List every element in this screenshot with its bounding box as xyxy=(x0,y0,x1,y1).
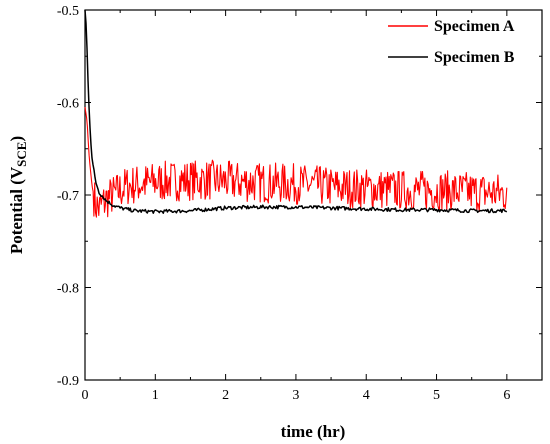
x-tick-label: 4 xyxy=(363,388,370,403)
y-tick-label: -0.8 xyxy=(57,282,79,297)
x-tick-label: 3 xyxy=(292,388,299,403)
y-tick-label: -0.9 xyxy=(57,374,79,389)
series-line-specimen-a xyxy=(84,107,508,218)
x-tick-label: 2 xyxy=(222,388,229,403)
series-line-specimen-b xyxy=(84,9,508,214)
y-axis-title: Potential (VSCE) xyxy=(7,136,29,254)
y-tick-label: -0.6 xyxy=(57,97,79,112)
legend-label-specimen-a: Specimen A xyxy=(434,18,515,35)
x-tick-label: 5 xyxy=(433,388,440,403)
y-axis-title-close: ) xyxy=(7,136,26,142)
y-axis-title-main: Potential (V xyxy=(7,166,26,254)
y-tick-label: -0.5 xyxy=(57,4,79,19)
y-tick-label: -0.7 xyxy=(57,189,79,204)
y-axis-title-subscript: SCE xyxy=(14,142,29,167)
axis-ticks xyxy=(84,9,542,381)
x-tick-label: 6 xyxy=(503,388,510,403)
series-layer xyxy=(84,9,508,218)
x-axis-title: time (hr) xyxy=(281,422,346,441)
tick-labels: 0 1 2 3 4 5 6 -0.5 -0.6 -0.7 -0.8 -0.9 xyxy=(57,4,511,403)
x-tick-label: 0 xyxy=(82,388,89,403)
legend: Specimen A Specimen B xyxy=(388,18,515,66)
legend-label-specimen-b: Specimen B xyxy=(434,49,515,66)
x-tick-label: 1 xyxy=(152,388,159,403)
